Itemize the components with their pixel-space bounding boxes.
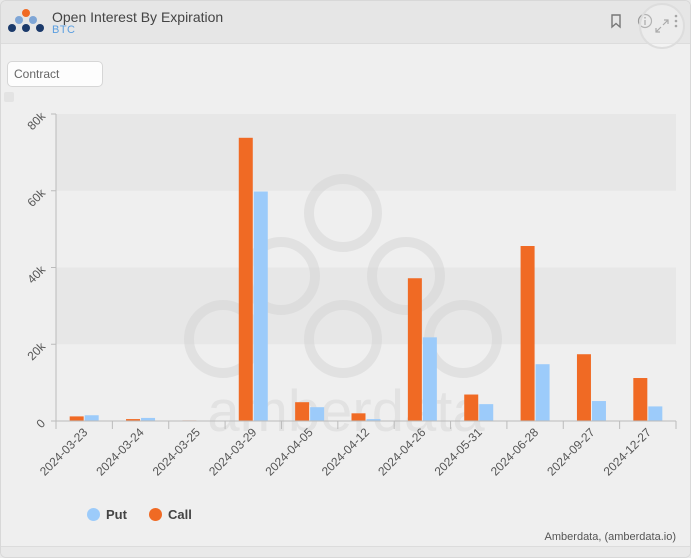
y-tick-label: 80k	[25, 109, 49, 133]
watermark-text: amberdata	[207, 379, 485, 444]
bar-call[interactable]	[295, 402, 310, 421]
put-swatch-icon	[87, 508, 100, 521]
x-tick-label: 2024-09-27	[544, 425, 598, 479]
bar-call[interactable]	[520, 246, 535, 421]
bookmark-icon[interactable]	[608, 13, 624, 29]
call-swatch-icon	[149, 508, 162, 521]
y-tick-label: 0	[33, 416, 48, 431]
bar-call[interactable]	[69, 416, 84, 421]
bar-put[interactable]	[479, 404, 494, 421]
bar-put[interactable]	[591, 401, 606, 421]
card-header: Open Interest By Expiration BTC	[1, 1, 690, 49]
bar-put[interactable]	[253, 191, 268, 421]
grid-band	[56, 267, 676, 345]
grid-band	[56, 114, 676, 191]
chart-subtitle: BTC	[52, 24, 76, 36]
bar-call[interactable]	[633, 378, 648, 421]
legend-label-put: Put	[106, 507, 127, 522]
credits-link[interactable]: Amberdata, (amberdata.io)	[544, 531, 676, 543]
bar-put[interactable]	[648, 406, 663, 421]
x-tick-label: 2024-12-27	[601, 425, 655, 479]
bar-put[interactable]	[535, 364, 550, 421]
x-tick-label: 2024-03-24	[93, 425, 147, 479]
x-tick-label: 2024-03-25	[150, 425, 204, 479]
x-tick-label: 2024-06-28	[488, 425, 542, 479]
contract-filter-input[interactable]	[7, 61, 103, 87]
bar-put[interactable]	[310, 407, 325, 421]
legend-label-call: Call	[168, 507, 192, 522]
amberdata-logo-icon	[8, 9, 44, 32]
reset-zoom-button[interactable]	[4, 92, 14, 102]
bar-call[interactable]	[126, 419, 141, 421]
bar-put[interactable]	[366, 419, 381, 421]
y-tick-label: 40k	[25, 262, 49, 286]
legend-item-call[interactable]: Call	[149, 507, 192, 522]
bar-call[interactable]	[464, 394, 479, 421]
legend-item-put[interactable]: Put	[87, 507, 127, 522]
chart-title: Open Interest By Expiration	[52, 9, 224, 25]
bar-put[interactable]	[84, 415, 99, 421]
footer-bar	[1, 546, 690, 557]
bar-put[interactable]	[141, 417, 156, 421]
bar-call[interactable]	[407, 278, 422, 421]
x-tick-label: 2024-03-23	[37, 425, 91, 479]
bar-call[interactable]	[576, 354, 591, 421]
expand-icon	[655, 19, 669, 33]
bar-call[interactable]	[351, 413, 366, 421]
bar-put[interactable]	[422, 337, 437, 421]
x-axis: 2024-03-23 2024-03-24 2024-03-25 2024-03-29…	[37, 420, 677, 479]
y-tick-label: 20k	[25, 339, 49, 363]
y-axis: 0 20k 40k 60k 80k	[25, 109, 57, 431]
expand-button[interactable]	[639, 3, 685, 49]
bar-call[interactable]	[238, 137, 253, 422]
y-tick-label: 60k	[25, 185, 49, 209]
